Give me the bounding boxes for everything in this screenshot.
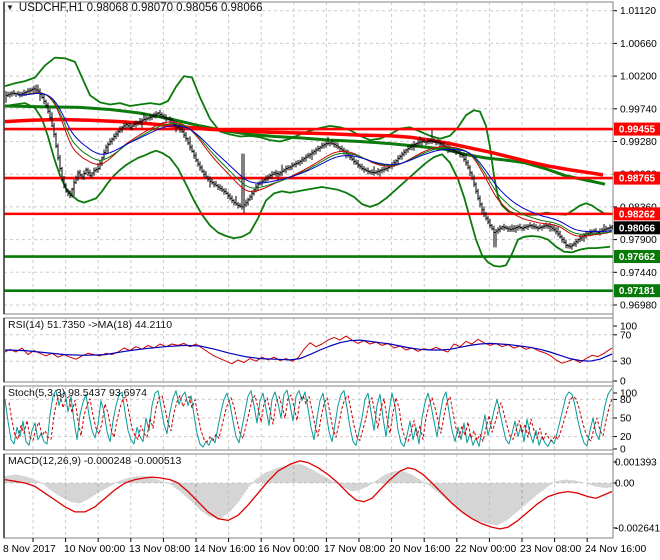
- price-level-badge-text: 0.98262: [619, 209, 656, 220]
- price-level-badge-green: 0.97662: [614, 250, 660, 264]
- price-axis-label: 1.00200: [620, 72, 657, 83]
- price-panel[interactable]: [4, 2, 613, 314]
- price-plot: [4, 56, 613, 293]
- price-axis-label: 0.97440: [620, 268, 657, 279]
- stoch-k-line: [4, 387, 613, 448]
- price-level-badge-text: 0.98066: [619, 223, 656, 234]
- time-axis-label: 8 Nov 2017: [3, 544, 56, 555]
- time-axis-label: 24 Nov 16:00: [585, 544, 647, 555]
- rsi-grid: [4, 318, 613, 382]
- rsi-indicator-label: RSI(14) 51.7350 ->MA(18) 44.2110: [8, 319, 173, 331]
- price-axis-label: 1.01120: [620, 6, 656, 17]
- chart-dropdown-icon[interactable]: ▼: [6, 3, 14, 12]
- time-axis-label: 23 Nov 08:00: [520, 544, 582, 555]
- time-axis-label: 13 Nov 08:00: [129, 544, 191, 555]
- fast-ma-blue-line: [18, 92, 613, 233]
- stoch-axis-label: 0: [620, 445, 626, 456]
- price-level-badge-text: 0.99455: [619, 125, 656, 136]
- rsi-line: [4, 335, 613, 365]
- price-level-badge-text: 0.97662: [619, 252, 656, 263]
- price-axis-label: 0.97900: [620, 235, 657, 246]
- rsi-panel[interactable]: [4, 318, 613, 382]
- time-axis-label: 14 Nov 16:00: [194, 544, 256, 555]
- price-level-badge-red: 0.98262: [614, 207, 660, 221]
- macd-plot: [4, 460, 613, 530]
- macd-axis-label: 0.00: [615, 479, 635, 490]
- stoch-d-line: [8, 394, 613, 443]
- time-axis-label: 10 Nov 00:00: [64, 544, 126, 555]
- price-axis-label: 0.96980: [620, 301, 657, 312]
- chart-title: ▼ USDCHF,H1 0.98068 0.98070 0.98056 0.980…: [6, 2, 263, 14]
- rsi-axis-label: 0: [620, 377, 626, 388]
- slow-ma-green-line: [4, 104, 606, 186]
- slow-ma-red-line: [4, 117, 604, 177]
- macd-axis-label: -0.002641: [615, 523, 660, 534]
- price-level-badge-text: 0.97181: [619, 286, 656, 297]
- price-level-badge-red: 0.99455: [614, 122, 660, 136]
- time-axis-label: 22 Nov 00:00: [455, 544, 517, 555]
- chart-title-text: USDCHF,H1 0.98068 0.98070 0.98056 0.9806…: [18, 2, 263, 14]
- time-axis-label: 17 Nov 08:00: [324, 544, 386, 555]
- macd-signal-line: [4, 460, 613, 530]
- price-axis: 1.011201.006601.002000.997400.992800.988…: [613, 6, 660, 312]
- price-axis-label: 1.00660: [620, 39, 657, 50]
- rsi-ma-line: [4, 339, 613, 362]
- price-level-badge-green: 0.97181: [614, 284, 660, 298]
- bollinger-lower-line: [4, 102, 611, 268]
- rsi-axis-label: 30: [620, 357, 632, 368]
- fast-ma-green-line: [18, 92, 613, 235]
- price-axis-label: 0.99280: [620, 137, 657, 148]
- rsi-plot: [4, 335, 613, 365]
- rsi-axis-label: 70: [620, 330, 632, 341]
- stoch-grid: [4, 386, 613, 450]
- time-axis-label: 20 Nov 16:00: [389, 544, 451, 555]
- macd-panel[interactable]: [4, 454, 613, 538]
- macd-axis: 0.001393 0.00 -0.002641: [613, 458, 660, 534]
- macd-histogram: [4, 464, 612, 526]
- macd-axis-label: 0.001393: [615, 458, 657, 469]
- macd-indicator-label: MACD(12,26,9) -0.000248 -0.000513: [8, 455, 182, 467]
- rsi-axis-label: 100: [620, 322, 637, 333]
- stoch-indicator-label: Stoch(5,3,3) 98.5437 93.6974: [8, 387, 147, 399]
- stoch-plot: [4, 387, 613, 448]
- price-level-badge-text: 0.98765: [619, 174, 656, 185]
- price-level-badge-red: 0.98765: [614, 171, 660, 185]
- stoch-axis-label: 20: [620, 432, 632, 443]
- time-axis[interactable]: 8 Nov 2017 10 Nov 00:00 13 Nov 08:00 14 Nov…: [3, 538, 647, 555]
- time-axis-label: 16 Nov 00:00: [258, 544, 320, 555]
- stoch-panel[interactable]: [4, 386, 616, 450]
- stoch-axis-label: 100: [620, 389, 637, 400]
- panel-borders: [3, 1, 614, 539]
- price-level-badge-black: 0.98066: [614, 221, 660, 235]
- stoch-axis-label: 50: [620, 414, 632, 425]
- price-axis-label: 0.99740: [620, 104, 657, 115]
- stoch-axis-label: 80: [620, 395, 632, 406]
